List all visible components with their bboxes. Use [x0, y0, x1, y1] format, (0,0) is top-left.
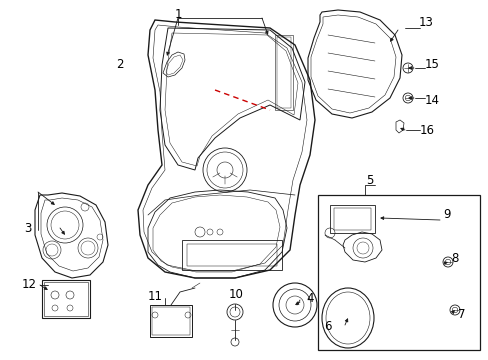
- Text: 2: 2: [116, 58, 123, 72]
- Bar: [186, 244, 276, 266]
- Text: 1: 1: [174, 8, 182, 21]
- Text: 5: 5: [366, 174, 373, 186]
- Bar: [152, 307, 190, 335]
- Text: 3: 3: [24, 221, 32, 234]
- Bar: [317, 195, 479, 350]
- Text: 12: 12: [21, 279, 37, 292]
- Text: 16: 16: [419, 123, 434, 136]
- Text: 4: 4: [305, 292, 313, 305]
- Text: 11: 11: [147, 289, 162, 302]
- Bar: [150, 305, 192, 337]
- Bar: [276, 37, 290, 108]
- Bar: [42, 280, 90, 318]
- Bar: [182, 240, 282, 270]
- Text: 9: 9: [442, 207, 450, 220]
- Bar: [333, 208, 370, 230]
- Text: 14: 14: [424, 94, 439, 107]
- Text: 8: 8: [450, 252, 458, 265]
- Bar: [44, 282, 88, 316]
- Text: 6: 6: [324, 320, 331, 333]
- Text: 10: 10: [228, 288, 243, 302]
- Bar: [329, 205, 374, 233]
- Bar: [274, 35, 292, 110]
- Text: 15: 15: [424, 58, 439, 71]
- Text: 7: 7: [457, 307, 465, 320]
- Text: 13: 13: [418, 15, 432, 28]
